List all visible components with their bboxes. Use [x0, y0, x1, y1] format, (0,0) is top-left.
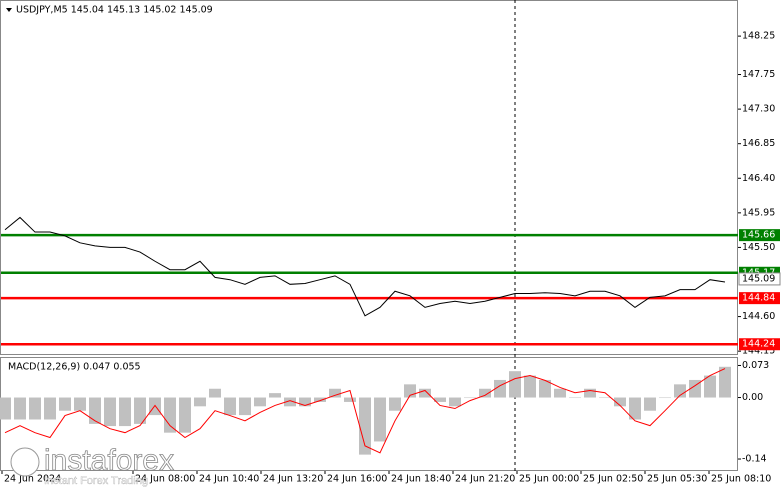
macd-histogram-bar [434, 397, 446, 402]
macd-histogram-bar [164, 397, 176, 433]
macd-histogram-bar [179, 397, 191, 433]
macd-histogram-bar [359, 397, 371, 455]
level-label: 145.66 [742, 230, 775, 241]
level-label: 144.84 [742, 293, 775, 304]
watermark-tagline: Instant Forex Trading [44, 475, 148, 487]
macd-histogram-bar [509, 371, 521, 398]
macd-histogram-bar [209, 388, 221, 398]
dropdown-icon [6, 8, 12, 12]
y-tick-label: 0.00 [742, 392, 763, 403]
macd-histogram-bar [524, 375, 536, 398]
y-tick-label: 145.95 [742, 207, 775, 218]
macd-histogram-bar [344, 397, 356, 402]
macd-histogram-bar [389, 397, 401, 411]
x-tick-label: 25 Jun 05:30 [647, 474, 707, 485]
macd-histogram-bar [299, 397, 311, 407]
macd-histogram-bar [614, 397, 626, 407]
x-tick-label: 24 Jun 18:40 [391, 474, 451, 485]
macd-histogram-bar [479, 388, 491, 398]
macd-histogram-bar [569, 397, 581, 399]
x-tick-label: 24 Jun 16:00 [327, 474, 387, 485]
macd-histogram-bar [284, 397, 296, 407]
macd-histogram-bar [554, 388, 566, 398]
price-line [4, 216, 726, 317]
x-tick-label: 25 Jun 00:00 [519, 474, 579, 485]
macd-histogram-bar [254, 397, 266, 407]
macd-histogram-bar [119, 397, 131, 427]
macd-histogram-bar [74, 397, 86, 411]
macd-histogram-bar [194, 397, 206, 407]
macd-histogram-bar [44, 397, 56, 420]
current-price-label: 145.09 [742, 273, 775, 284]
price-panel [0, 0, 738, 355]
macd-histogram-bar [659, 397, 671, 399]
watermark-brand: instaforex [44, 444, 174, 477]
x-tick-label: 25 Jun 02:50 [583, 474, 643, 485]
x-tick-label: 24 Jun 08:00 [135, 474, 195, 485]
x-tick-label: 24 Jun 10:40 [199, 474, 259, 485]
current-price-box [738, 272, 781, 286]
macd-histogram-bar [329, 388, 341, 398]
macd-histogram-bar [59, 397, 71, 411]
level-label: 144.24 [742, 339, 775, 350]
macd-title: MACD(12,26,9) 0.047 0.055 [8, 362, 141, 373]
x-tick-label: 24 Jun 13:20 [263, 474, 323, 485]
logo-icon [10, 447, 40, 477]
y-tick-label: 147.30 [742, 104, 775, 115]
macd-histogram-bar [599, 397, 611, 399]
macd-histogram-bar [224, 397, 236, 416]
y-tick-label: 144.60 [742, 311, 775, 322]
macd-histogram-bar [0, 397, 11, 420]
y-tick-label: 147.75 [742, 69, 775, 80]
x-tick-label: 24 Jun 21:20 [455, 474, 515, 485]
macd-histogram-bar [629, 397, 641, 420]
y-tick-label: 145.50 [742, 242, 775, 253]
macd-histogram-bar [149, 397, 161, 416]
macd-signal-line [4, 368, 726, 454]
macd-histogram-bar [464, 397, 476, 399]
macd-histogram-bar [449, 397, 461, 407]
macd-histogram-bar [314, 397, 326, 402]
x-tick-label: 24 Jun 2024 [4, 474, 61, 485]
y-tick-label: 0.073 [742, 360, 769, 371]
y-tick-label: -0.14 [742, 454, 767, 465]
y-tick-label: 146.40 [742, 173, 775, 184]
macd-histogram-bar [539, 379, 551, 398]
watermark: instaforex Instant Forex Trading [10, 444, 174, 487]
macd-histogram-bar [719, 366, 731, 398]
macd-histogram-bar [239, 397, 251, 416]
macd-histogram-bar [584, 388, 596, 398]
macd-histogram-bar [29, 397, 41, 420]
macd-histogram-bar [14, 397, 26, 420]
macd-histogram-bar [104, 397, 116, 427]
level-label-box [739, 229, 780, 242]
y-tick-label: 146.85 [742, 138, 775, 149]
macd-histogram-bar [89, 397, 101, 424]
macd-histogram-bar [689, 379, 701, 398]
macd-histogram-bar [374, 397, 386, 442]
macd-histogram-bar [704, 375, 716, 398]
macd-histogram-bar [269, 393, 281, 398]
macd-histogram-bar [644, 397, 656, 411]
level-label-box [739, 292, 780, 305]
macd-histogram-bar [674, 384, 686, 398]
symbol-header: USDJPY,M5 145.04 145.13 145.02 145.09 [16, 5, 213, 16]
x-tick-label: 25 Jun 08:10 [711, 474, 771, 485]
level-label-box [739, 338, 780, 351]
macd-histogram-bar [419, 388, 431, 398]
y-tick-label: 148.25 [742, 31, 775, 42]
y-tick-label: 144.15 [742, 346, 775, 357]
macd-histogram-bar [134, 397, 146, 424]
